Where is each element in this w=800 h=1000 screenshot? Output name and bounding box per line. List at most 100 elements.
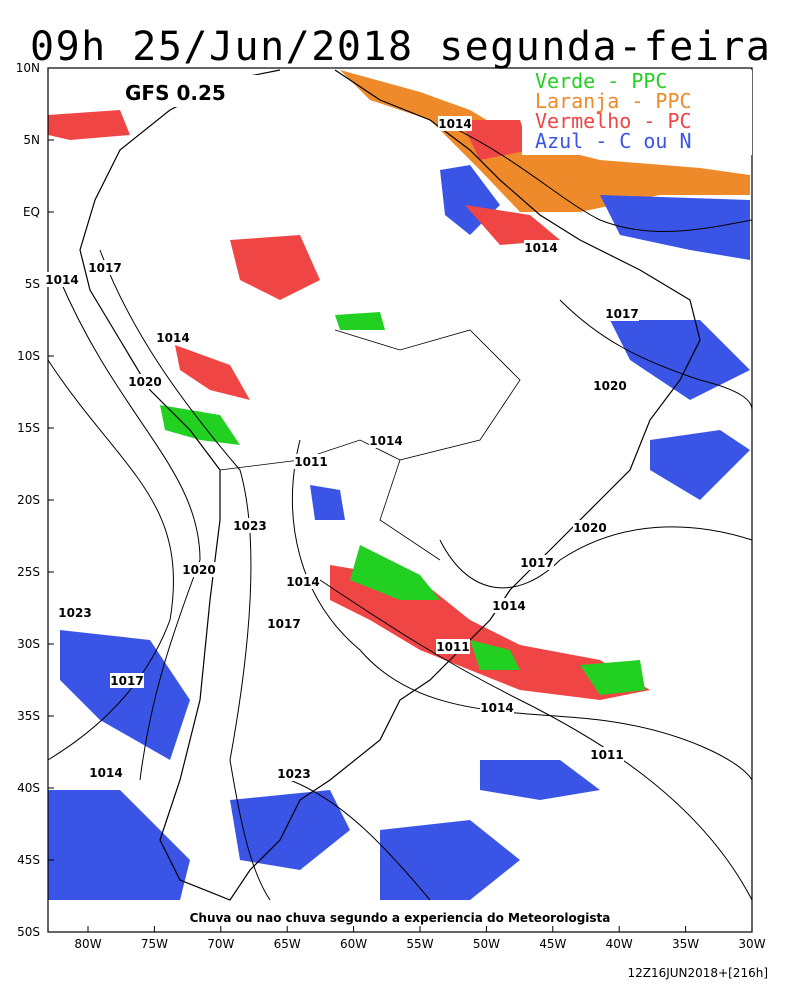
- model-box: [110, 75, 260, 107]
- blue-area: [610, 320, 750, 400]
- isobar-label-bg: [590, 747, 624, 762]
- isobar-label: 1011: [436, 640, 469, 654]
- lat-label: 10S: [17, 349, 40, 363]
- lat-label: EQ: [23, 205, 40, 219]
- lon-label: 65W: [274, 937, 301, 951]
- green-area: [350, 545, 440, 600]
- green-area: [470, 640, 520, 670]
- blue-area: [48, 790, 190, 900]
- lon-label: 35W: [672, 937, 699, 951]
- isobar-label: 1017: [110, 674, 143, 688]
- isobar-label: 1017: [605, 307, 638, 321]
- lon-label: 75W: [141, 937, 168, 951]
- green-area: [335, 312, 385, 330]
- lat-label: 30S: [17, 637, 40, 651]
- isobar-label-bg: [233, 518, 267, 533]
- legend-box: [522, 70, 752, 155]
- isobar-line: [319, 579, 753, 901]
- isobar-label-bg: [573, 520, 607, 535]
- isobar-label: 1014: [89, 766, 122, 780]
- title: 09h 25/Jun/2018 segunda-feira: [30, 24, 770, 70]
- isobar-line: [292, 439, 753, 781]
- isobar-line: [59, 279, 201, 781]
- borders: [219, 329, 521, 561]
- isobar-label-bg: [58, 605, 92, 620]
- isobar-label: 1017: [267, 617, 300, 631]
- lat-label: 5S: [25, 277, 40, 291]
- red-area: [465, 205, 560, 245]
- lon-label: 80W: [74, 937, 101, 951]
- legend-entry: Azul - C ou N: [535, 129, 692, 153]
- blue-area: [380, 820, 520, 900]
- isobar-line: [99, 249, 271, 901]
- isobar-line: [449, 125, 753, 232]
- isobar-line: [289, 779, 431, 901]
- blue-area: [60, 630, 190, 760]
- lat-label: 10N: [16, 61, 40, 75]
- red-area: [48, 110, 130, 140]
- isobar-label: 1020: [182, 563, 215, 577]
- isobar-label: 1014: [480, 701, 513, 715]
- isobar-label-bg: [520, 555, 554, 570]
- red-area: [460, 120, 530, 160]
- lat-label: 15S: [17, 421, 40, 435]
- isobar-label: 1014: [156, 331, 189, 345]
- lon-label: 70W: [207, 937, 234, 951]
- lon-label: 55W: [406, 937, 433, 951]
- isobar-label-bg: [110, 673, 144, 688]
- labels: 10N 5N EQ 5S 10S 15S 20S 25S 30S 35S 40S 45S 50S 80W 7…: [16, 61, 766, 951]
- isobar-label-bg: [267, 616, 301, 631]
- green-area: [160, 405, 240, 445]
- red-area: [175, 345, 250, 400]
- footer: 12Z16JUN2018+[216h]: [627, 966, 768, 980]
- lat-label: 35S: [17, 709, 40, 723]
- blue-area: [600, 195, 750, 260]
- isobar-label-bg: [182, 562, 216, 577]
- blue-area: [310, 485, 345, 520]
- isobar-label-bg: [156, 330, 190, 345]
- legend-entry: Laranja - PPC: [535, 89, 692, 113]
- isobar-label-bg: [480, 700, 514, 715]
- blue-area: [230, 790, 350, 870]
- legend-entry: Vermelho - PC: [535, 109, 692, 133]
- isobar-label: 1017: [88, 261, 121, 275]
- model-label: GFS 0.25: [125, 81, 226, 105]
- isobar-label-bg: [438, 116, 472, 131]
- isobar-label-bg: [436, 639, 470, 654]
- precip-blobs: [48, 70, 750, 900]
- lat-label: 45S: [17, 853, 40, 867]
- lat-label: 50S: [17, 925, 40, 939]
- blue-area: [650, 430, 750, 500]
- green-area: [580, 660, 645, 695]
- caption: Chuva ou nao chuva segundo a experiencia…: [190, 911, 611, 925]
- isobar-label: 1014: [492, 599, 525, 613]
- isobar-label-bg: [369, 433, 403, 448]
- isobar-label: 1020: [593, 379, 626, 393]
- isobar-label: 1023: [233, 519, 266, 533]
- lon-label: 30W: [738, 937, 765, 951]
- isobar-label: 1020: [128, 375, 161, 389]
- isobar-label: 1023: [58, 606, 91, 620]
- isobars: [47, 125, 753, 901]
- isobar-label-bg: [492, 598, 526, 613]
- isobar-label: 1014: [45, 273, 78, 287]
- isobar-line: [439, 526, 753, 589]
- legend-entry: Verde - PPC: [535, 69, 667, 93]
- isobar-label-bg: [89, 765, 123, 780]
- isobar-line: [559, 299, 753, 411]
- legend: Verde - PPC Laranja - PPC Vermelho - PC …: [535, 69, 692, 153]
- isobar-label: 1014: [369, 434, 402, 448]
- isobar-label: 1014: [438, 117, 471, 131]
- isobar-label: 1014: [286, 575, 319, 589]
- lon-label: 45W: [539, 937, 566, 951]
- lon-label: 50W: [473, 937, 500, 951]
- isobar-label-bg: [286, 574, 320, 589]
- isobar-label-bg: [524, 240, 558, 255]
- blue-area: [480, 760, 600, 800]
- isobar-label-bg: [45, 272, 79, 287]
- isobar-line: [47, 359, 174, 761]
- isobar-label-bg: [294, 454, 328, 469]
- isobar-label: 1020: [573, 521, 606, 535]
- isobar-label-bg: [128, 374, 162, 389]
- orange-area: [340, 70, 750, 212]
